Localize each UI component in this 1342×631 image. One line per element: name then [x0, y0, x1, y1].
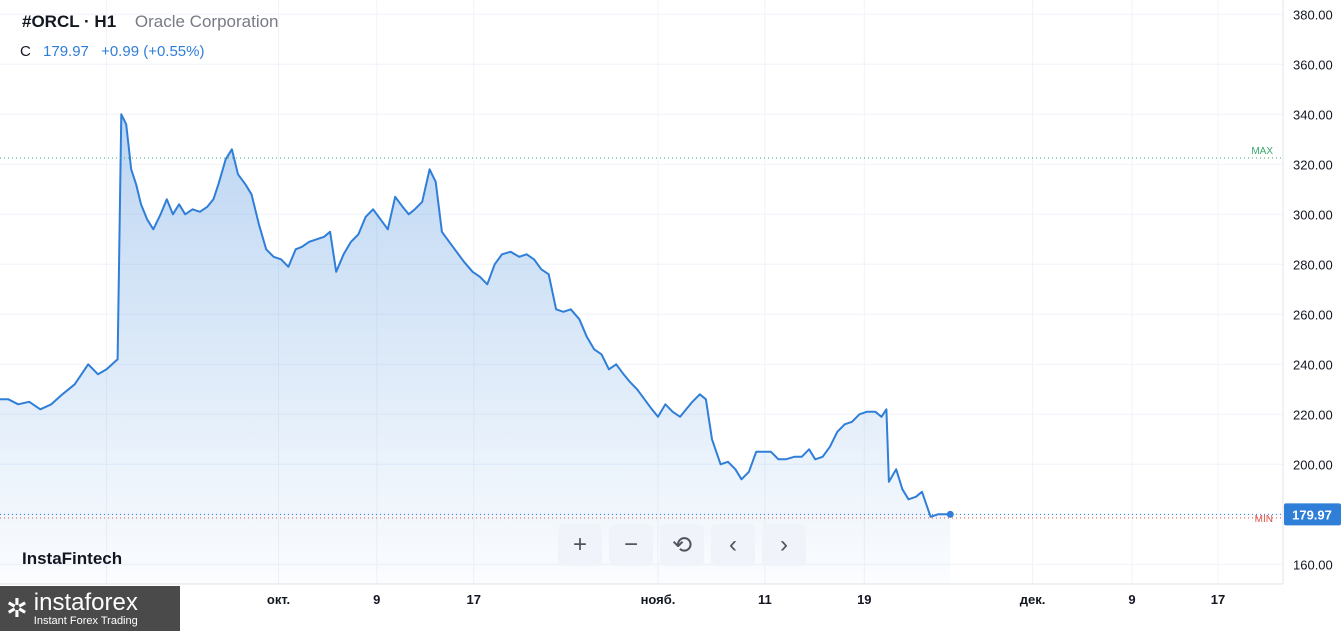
time-tick-label: нояб.: [641, 592, 676, 607]
time-tick-label: 9: [1128, 592, 1135, 607]
logo-tagline: Instant Forex Trading: [33, 614, 138, 627]
symbol-label: #ORCL · H1: [22, 12, 117, 31]
price-tick-label: 240.00: [1293, 357, 1333, 372]
time-tick-label: 9: [373, 592, 380, 607]
price-tick-label: 220.00: [1293, 407, 1333, 422]
max-level-label: MAX: [1251, 146, 1273, 157]
time-tick-label: 17: [1211, 592, 1225, 607]
price-change: +0.99 (+0.55%): [101, 43, 205, 60]
last-price-value: 179.97: [43, 43, 89, 60]
time-tick-label: дек.: [1020, 592, 1046, 607]
price-line: [0, 113, 951, 518]
scroll-right-button[interactable]: ›: [762, 524, 806, 566]
scroll-left-button[interactable]: ‹: [711, 524, 755, 566]
price-tick-label: 160.00: [1293, 557, 1333, 572]
reset-button[interactable]: ⟲: [660, 524, 704, 566]
price-tick-label: 360.00: [1293, 57, 1333, 72]
close-label: C: [20, 43, 31, 60]
price-axis: 380.00 360.00 340.00 320.00 300.00 280.00 260.…: [1293, 7, 1333, 572]
chart-header: #ORCL · H1 Oracle Corporation: [22, 12, 279, 32]
logo-name: instaforex: [33, 588, 138, 616]
minus-icon: −: [623, 531, 638, 558]
plus-icon: +: [572, 531, 587, 558]
chart-toolbar: + − ⟲ ‹ ›: [558, 524, 806, 566]
price-tick-label: 260.00: [1293, 307, 1333, 322]
last-price-badge: [1284, 503, 1341, 526]
quote-line: C 179.97 +0.99 (+0.55%): [20, 43, 212, 60]
chevron-right-icon: ›: [780, 531, 788, 558]
last-price-badge-label: 179.97: [1292, 507, 1332, 522]
zoom-in-button[interactable]: +: [558, 524, 602, 566]
price-tick-label: 320.00: [1293, 157, 1333, 172]
brand-logo[interactable]: ✲ instaforex Instant Forex Trading: [0, 586, 180, 631]
price-tick-label: 300.00: [1293, 207, 1333, 222]
zoom-out-button[interactable]: −: [609, 524, 653, 566]
time-tick-label: 19: [857, 592, 871, 607]
company-name: Oracle Corporation: [134, 12, 279, 31]
last-price-marker: 179.97: [0, 503, 1341, 526]
logo-icon: ✲: [6, 593, 28, 623]
price-tick-label: 200.00: [1293, 457, 1333, 472]
last-point-dot: [946, 510, 954, 518]
min-level-label: MIN: [1255, 514, 1273, 525]
time-tick-label: окт.: [267, 592, 290, 607]
reset-icon: ⟲: [671, 531, 693, 559]
price-tick-label: 280.00: [1293, 257, 1333, 272]
price-area: [0, 113, 951, 585]
area-fill: [0, 114, 951, 585]
chevron-left-icon: ‹: [729, 531, 737, 558]
price-tick-label: 340.00: [1293, 107, 1333, 122]
time-tick-label: 17: [467, 592, 481, 607]
price-tick-label: 380.00: [1293, 7, 1333, 22]
level-lines: MAX MIN: [0, 146, 1283, 525]
time-tick-label: 11: [758, 592, 772, 607]
watermark: InstaFintech: [22, 549, 123, 568]
